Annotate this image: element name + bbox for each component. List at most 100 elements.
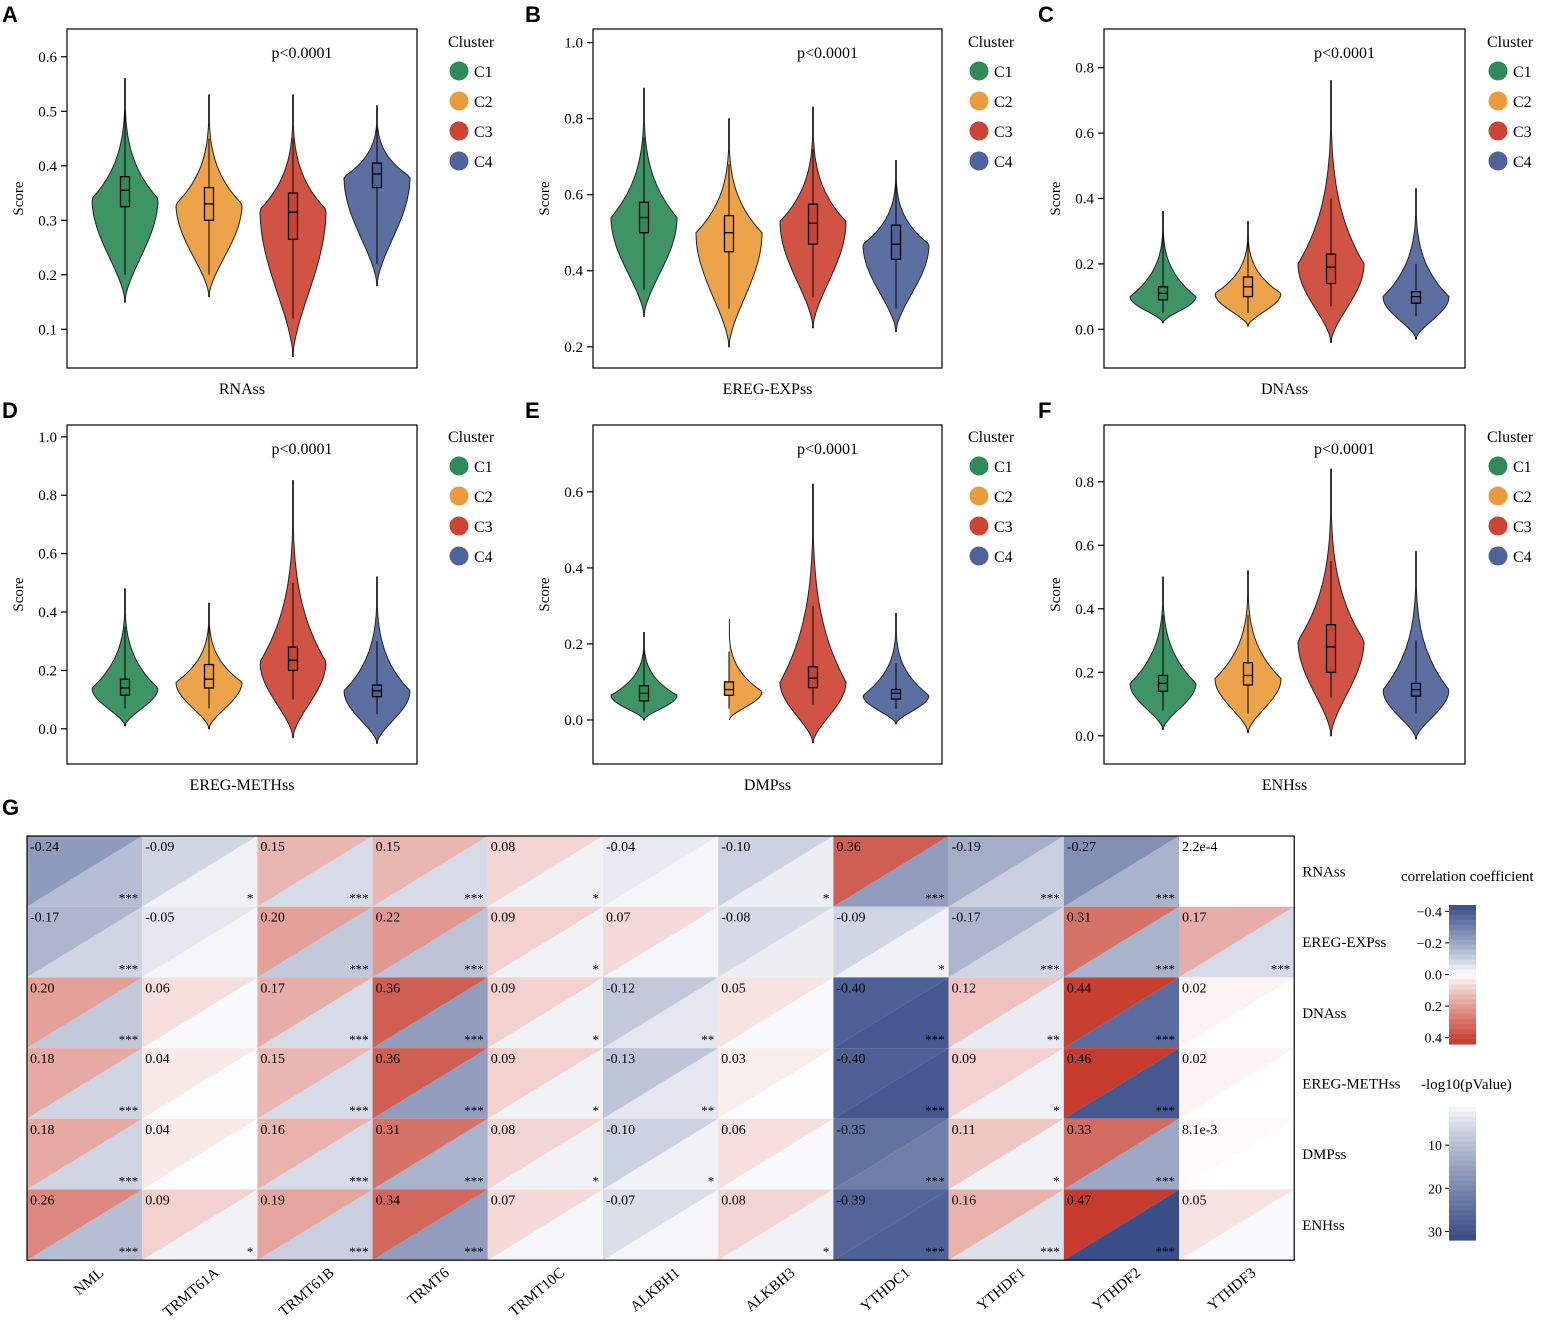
corr-triangle: [372, 1118, 488, 1190]
corr-label: -0.07: [606, 1194, 635, 1209]
y-tick-label: 0.4: [38, 605, 57, 621]
colorbar-step: [1449, 1195, 1476, 1202]
pvalue-triangle: [603, 1048, 719, 1119]
corr-label: 0.20: [30, 981, 55, 996]
x-axis-label: ENHss: [1262, 777, 1307, 794]
pvalue-triangle: [718, 1118, 834, 1190]
y-tick-label: 0.2: [1075, 665, 1094, 681]
legend-swatch-c2: [969, 91, 989, 111]
heatmap-cell: 2.2e-4: [1179, 836, 1295, 907]
heatmap-cell: 0.09 *: [142, 1189, 258, 1261]
corr-label: -0.27: [1067, 840, 1096, 855]
violin-box: [890, 688, 902, 700]
corr-label: 0.07: [606, 911, 631, 926]
corr-label: -0.40: [836, 1052, 865, 1067]
y-tick-label: 0.1: [38, 322, 57, 338]
corr-label: 0.18: [30, 1052, 55, 1067]
y-tick-label: 0.6: [38, 547, 57, 563]
colorbar-step: [1449, 919, 1476, 926]
colorbar-step: [1449, 1014, 1476, 1020]
heatmap-cell: -0.19 ***: [948, 836, 1064, 907]
corr-triangle: [372, 977, 488, 1049]
corr-label: 0.46: [1067, 1052, 1092, 1067]
significance-stars: ***: [349, 1174, 369, 1189]
corr-triangle: [603, 1189, 719, 1261]
corr-label: 0.09: [952, 1052, 977, 1067]
heatmap-cell: -0.09 *: [833, 906, 949, 978]
heatmap-cell: -0.27 ***: [1063, 836, 1179, 907]
heatmap-cell: 0.16 ***: [948, 1189, 1064, 1261]
y-tick-label: 0.4: [564, 264, 583, 280]
heatmap-cell: 0.05: [1179, 1189, 1295, 1261]
corr-triangle: [142, 1048, 258, 1119]
significance-stars: ***: [464, 1244, 484, 1259]
corr-triangle: [257, 836, 373, 907]
corr-label: 0.15: [260, 1052, 285, 1067]
significance-stars: *: [1053, 1103, 1060, 1118]
colorbar-step: [1449, 1029, 1476, 1035]
violin-box: [203, 663, 215, 689]
significance-stars: *: [593, 891, 600, 906]
colorbar-step: [1449, 1106, 1476, 1113]
column-label: TRMT10C: [507, 1265, 568, 1320]
column-label: ALKBH3: [743, 1265, 799, 1315]
corr-triangle: [372, 906, 488, 978]
colorbar-step: [1449, 954, 1476, 961]
colorbar-step: [1449, 1136, 1476, 1143]
x-axis-label: DNAss: [1261, 381, 1308, 398]
pvalue-triangle: [142, 1189, 258, 1261]
corr-triangle: [372, 1189, 488, 1261]
heatmap-cell: -0.10 *: [718, 836, 834, 907]
pvalue-triangle: [27, 1118, 143, 1190]
legend-label: C4: [474, 154, 493, 171]
corr-label: 0.09: [491, 981, 516, 996]
legend-title: correlation coefficient: [1401, 869, 1534, 885]
heatmap-cell: 0.07: [603, 906, 719, 978]
colorbar-step: [1449, 949, 1476, 956]
corr-triangle: [27, 836, 143, 907]
pvalue-triangle: [948, 1048, 1064, 1119]
legend-label: C3: [1513, 124, 1532, 141]
corr-triangle: [1179, 836, 1295, 907]
plot-frame: [66, 28, 418, 369]
significance-stars: *: [593, 1103, 600, 1118]
heatmap-cell: 0.36 ***: [372, 1048, 488, 1119]
legend-swatch-c3: [449, 121, 469, 141]
corr-triangle: [1179, 906, 1295, 978]
panel-letter: F: [1038, 398, 1051, 423]
significance-stars: ***: [349, 1103, 369, 1118]
row-label: RNAss: [1302, 864, 1346, 880]
significance-stars: ***: [925, 1244, 945, 1259]
pvalue-triangle: [487, 977, 603, 1049]
corr-label: -0.08: [721, 911, 750, 926]
heatmap-cell: -0.04: [603, 836, 719, 907]
heatmap-cell: 8.1e-3: [1179, 1118, 1295, 1190]
plot-frame: [66, 424, 418, 765]
pvalue-triangle: [603, 836, 719, 907]
corr-label: -0.19: [952, 840, 981, 855]
y-tick-label: 0.8: [38, 488, 57, 504]
corr-triangle: [142, 1118, 258, 1190]
significance-stars: ***: [925, 1032, 945, 1047]
corr-label: 0.34: [376, 1194, 401, 1209]
y-tick-label: 0.2: [1075, 257, 1094, 273]
legend-label: C3: [474, 124, 493, 141]
corr-label: 0.47: [1067, 1194, 1092, 1209]
corr-label: 0.04: [145, 1052, 170, 1067]
row-label: DMPss: [1302, 1147, 1346, 1163]
heatmap-cell: 0.46 ***: [1063, 1048, 1179, 1119]
y-tick-label: 0.4: [564, 561, 583, 577]
corr-label: 0.06: [145, 981, 170, 996]
heatmap-cell: 0.17 ***: [1179, 906, 1295, 978]
significance-stars: *: [593, 1032, 600, 1047]
colorbar-step: [1449, 1175, 1476, 1182]
corr-label: 0.31: [1067, 911, 1092, 926]
legend-title: Cluster: [448, 429, 495, 446]
significance-stars: ***: [464, 1103, 484, 1118]
x-axis-label: DMPss: [744, 777, 791, 794]
p-value-label: p<0.0001: [797, 441, 858, 458]
y-axis-label: Score: [11, 181, 27, 215]
heatmap-cell: 0.09 *: [487, 1048, 603, 1119]
heatmap-cell: -0.05: [142, 906, 258, 978]
significance-stars: ***: [1040, 1244, 1060, 1259]
